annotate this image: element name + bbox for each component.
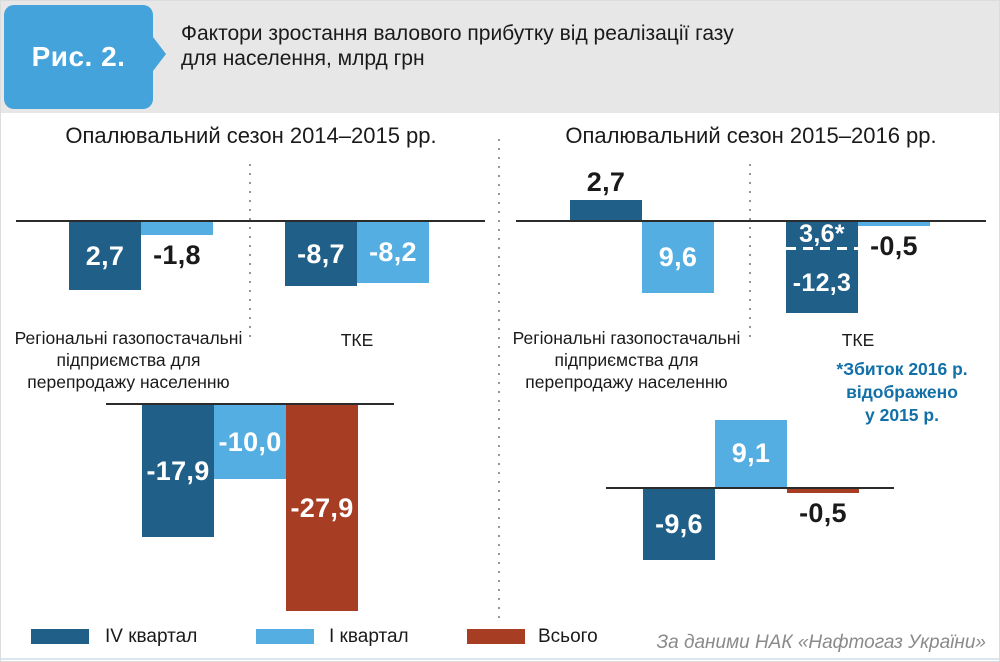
group-label-tke-left: ТКЕ [340,330,374,350]
bar [285,222,357,286]
bar-value-label: 2,7 [586,166,626,197]
legend-swatch-q4 [31,629,89,644]
figure-number-badge: Рис. 2. [4,5,153,109]
bar [570,200,642,220]
bar-value-label: 9,6 [658,242,698,272]
bar [786,222,858,313]
bar [141,222,213,235]
group-label-tke-right: ТКЕ [841,330,875,350]
data-source-credit: За даними НАК «Нафтогаз України» [656,632,986,653]
bar-value-label: -12,3 [792,268,852,297]
bar [357,222,429,283]
bar-value-label: -1,8 [153,239,201,270]
bar-value-label: -17,9 [146,455,210,486]
axis-line [16,220,485,222]
right-panel-dotted-separator [749,164,751,338]
footnote-loss-2016: *Збиток 2016 р. відображено у 2015 р. [836,359,968,425]
bar-value-label: 3,6* [799,220,845,248]
legend-label-total: Всього [538,626,598,647]
bar [214,405,286,479]
figure-number-label: Рис. 2. [31,41,126,72]
bar-value-label: -8,7 [297,238,345,269]
bar-value-label: -8,2 [369,237,417,267]
left-panel-dotted-separator [249,164,251,338]
bar-dash-line [786,247,858,250]
bar-value-label: -0,5 [799,497,847,528]
figure-header: Рис. 2. Фактори зростання валового прибу… [1,1,999,113]
bar-value-label: -9,6 [655,509,703,539]
bar-value-label: 9,1 [731,438,771,468]
group-label-regional-right: Регіональні газопостачальні підприємства… [512,328,741,392]
bar [69,222,141,290]
legend-label-q1: І квартал [329,626,409,647]
bar-value-label: -0,5 [870,230,918,261]
bar [858,222,930,226]
badge-arrow-icon [153,37,166,71]
bar [286,405,358,611]
bar-value-label: -27,9 [290,492,354,523]
group-label-regional-left: Регіональні газопостачальні підприємства… [14,328,243,392]
bar [787,489,859,493]
panel-title-2015-2016: Опалювальний сезон 2015–2016 рр. [565,123,937,148]
bar [142,405,214,537]
panel-title-2014-2015: Опалювальний сезон 2014–2015 рр. [65,123,437,148]
axis-line [606,487,894,489]
axis-line [106,403,394,405]
bar-value-label: 2,7 [85,240,125,271]
bar [715,420,787,487]
bar-value-label: -10,0 [218,426,282,457]
legend-swatch-q1 [256,629,314,644]
bar [643,489,715,560]
axis-line [516,220,986,222]
legend-swatch-total [467,629,525,644]
bottom-edge-line [1,658,999,660]
legend-label-q4: IV квартал [105,626,198,647]
figure-title: Фактори зростання валового прибутку від … [181,22,734,70]
center-dotted-separator [498,139,500,623]
bar [642,222,714,293]
